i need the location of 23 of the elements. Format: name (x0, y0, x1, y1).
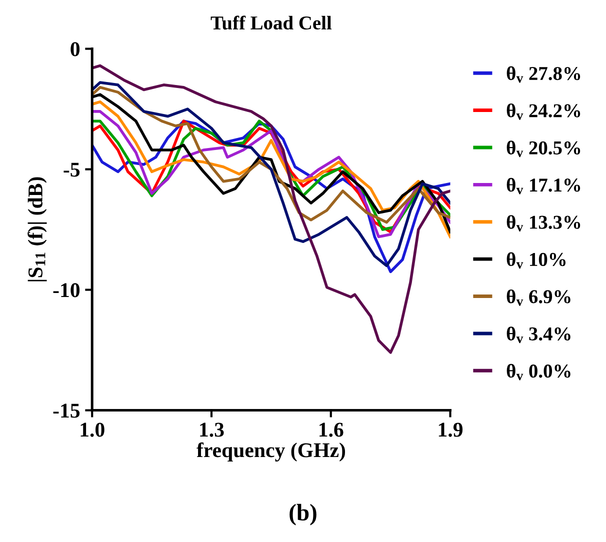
x-tick-label: 1.0 (80, 422, 104, 437)
legend-label: θ$_{v}$ 0.0% (506, 364, 570, 380)
legend-label: θ$_{v}$ 17.1% (506, 178, 580, 194)
x-tick-label: 1.6 (320, 422, 344, 437)
legend-label: θ$_{v}$ 6.9% (506, 289, 570, 306)
legend-label: θ$_{v}$ 10% (506, 252, 566, 269)
x-axis-title: frequency (GHz) (196, 442, 346, 462)
y-axis-title: |S$_{11}$ (f)| (dB) (28, 177, 47, 282)
line-series (92, 81, 450, 268)
y-tick-label: 0 (70, 42, 80, 56)
x-tick-label: 1.3 (200, 422, 224, 437)
legend-label: θ$_{v}$ 20.5% (506, 140, 580, 158)
line-series (92, 64, 450, 354)
y-tick-label: -5 (64, 162, 80, 177)
chart-title: Tuff Load Cell (210, 16, 332, 30)
legend-label: θ$_{v}$ 27.8% (506, 66, 580, 83)
legend-label: θ$_{v}$ 3.4% (506, 326, 570, 344)
legend-label: θ$_{v}$ 13.3% (506, 215, 580, 232)
y-tick-label: -10 (53, 283, 80, 298)
y-tick-label: -15 (53, 404, 80, 418)
legend-label: θ$_{v}$ 24.2% (506, 103, 580, 120)
text: (b) (290, 504, 316, 526)
x-tick-label: 1.9 (438, 422, 463, 437)
